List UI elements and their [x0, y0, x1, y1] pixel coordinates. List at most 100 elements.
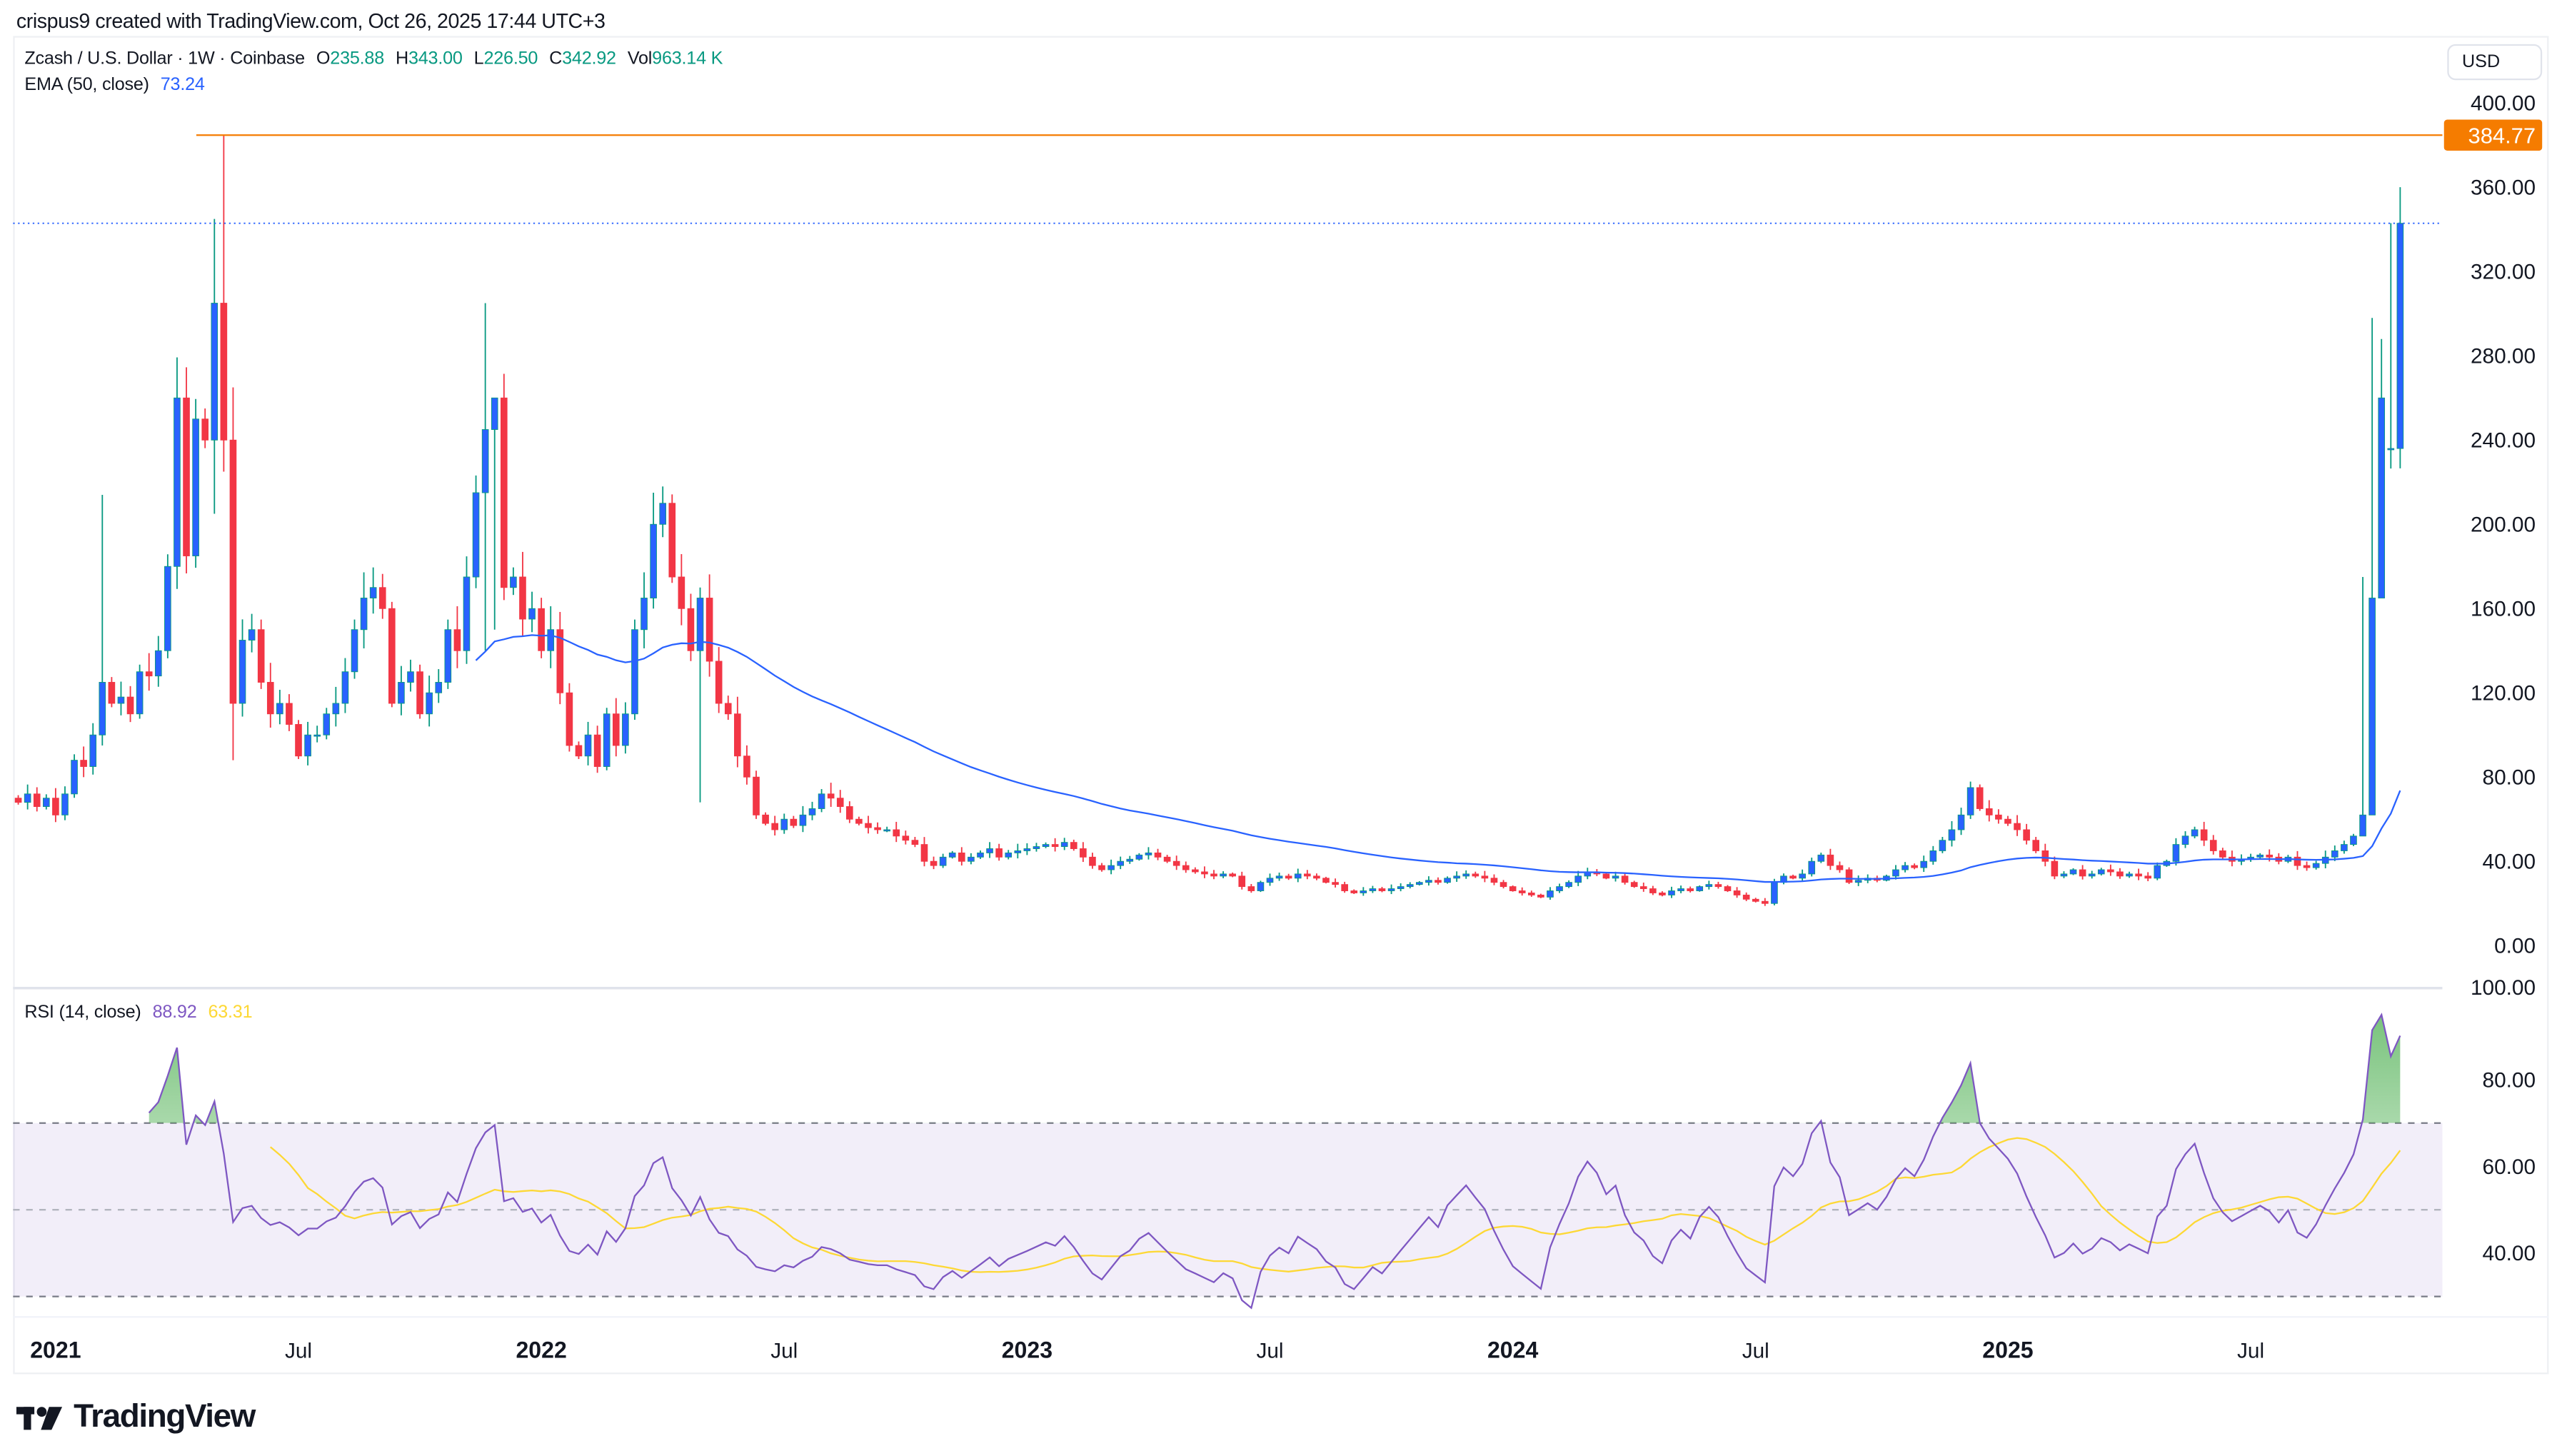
tradingview-logo[interactable]: TradingView [16, 1398, 256, 1437]
candle-body [1677, 888, 1684, 891]
candle-body [1499, 882, 1507, 888]
candle-body [836, 798, 844, 807]
candle-body [1762, 900, 1769, 904]
candle-body [1201, 871, 1208, 875]
candle-body [1705, 884, 1713, 888]
rsi-tick-label: 40.00 [2483, 1242, 2536, 1265]
candle-body [1995, 814, 2002, 820]
candle-body [874, 827, 881, 830]
candle-body [117, 696, 125, 704]
candle-body [89, 734, 97, 767]
candle-body [1107, 865, 1115, 870]
candle-body [556, 629, 564, 693]
rsi-tick-label: 80.00 [2483, 1068, 2536, 1092]
candle-body [519, 576, 526, 620]
time-axis-label: Jul [2237, 1340, 2264, 1363]
time-axis-label: Jul [1256, 1340, 1283, 1363]
candle-body [2368, 598, 2376, 815]
candle-body [33, 793, 41, 807]
candle-body [1070, 842, 1077, 849]
overlay-lines-group [13, 134, 2443, 1310]
candle-body [99, 682, 106, 735]
ema-legend[interactable]: EMA (50, close) 73.24 [24, 75, 211, 94]
candle-body [2359, 814, 2366, 837]
candle-body [1957, 814, 1965, 830]
volume-value: 963.14 K [652, 49, 723, 69]
candle-body [2097, 869, 2105, 875]
candle-body [1098, 865, 1105, 870]
candle-body [1275, 875, 1283, 879]
candle-body [1341, 884, 1348, 891]
candle-body [24, 793, 31, 803]
candle-body [2256, 854, 2264, 858]
symbol-title[interactable]: Zcash / U.S. Dollar · 1W · Coinbase [24, 49, 305, 69]
price-tick-label: 120.00 [2471, 682, 2536, 706]
candle-body [2303, 865, 2311, 868]
candle-body [43, 798, 50, 807]
candle-body [1172, 860, 1180, 866]
candle-body [818, 793, 825, 809]
candle-body [2069, 869, 2077, 875]
candle-body [313, 734, 321, 737]
candle-body [920, 844, 928, 862]
candle-body [407, 671, 414, 683]
candle-body [398, 682, 405, 704]
candle-body [154, 650, 162, 677]
rsi-legend[interactable]: RSI (14, close) 88.92 63.31 [24, 1003, 258, 1022]
candle-body [893, 829, 900, 837]
candle-body [1425, 880, 1432, 883]
candle-body [1369, 888, 1377, 891]
price-tick-label: 200.00 [2471, 513, 2536, 537]
candle-body [1789, 875, 1797, 879]
candle-body [986, 848, 993, 853]
candle-body [1042, 844, 1050, 848]
candle-body [2387, 448, 2395, 451]
candle-body [1406, 884, 1414, 888]
candle-body [1621, 875, 1629, 883]
candle-body [1966, 787, 1974, 815]
candle-body [341, 671, 349, 704]
candle-body [1771, 882, 1778, 904]
price-tick-label: 40.00 [2483, 850, 2536, 874]
price-marker-badge [2443, 119, 2543, 151]
candle-body [2294, 856, 2301, 866]
tradingview-logo-text: TradingView [74, 1398, 256, 1435]
candle-body [753, 776, 760, 815]
candle-body [1808, 860, 1816, 875]
price-tick-label: 160.00 [2471, 598, 2536, 621]
candle-body [2396, 223, 2404, 449]
candle-body [276, 703, 283, 715]
candle-body [1192, 869, 1199, 873]
candle-body [771, 823, 778, 830]
candle-body [2172, 844, 2180, 862]
candle-body [1742, 894, 1750, 900]
candle-body [1257, 882, 1265, 891]
candle-body [1518, 890, 1526, 893]
candle-body [790, 818, 798, 826]
candle-body [1630, 882, 1638, 888]
candle-body [1023, 848, 1031, 851]
candle-body [1687, 888, 1694, 891]
candle-body [865, 823, 872, 828]
chart-panel[interactable] [13, 36, 2549, 1375]
candle-body [2266, 854, 2274, 858]
time-axis-label: 2023 [1002, 1337, 1053, 1363]
candle-body [2378, 397, 2386, 598]
candle-body [1126, 858, 1134, 862]
candle-body [1537, 894, 1544, 898]
candle-body [1397, 886, 1405, 890]
candle-body [902, 835, 910, 841]
candle-body [1602, 873, 1610, 879]
candle-body [1920, 860, 1928, 868]
candle-body [238, 640, 246, 704]
rsi-tick-label: 60.00 [2483, 1155, 2536, 1179]
candle-body [360, 598, 368, 631]
candle-body [1639, 886, 1647, 890]
candle-body [1435, 880, 1442, 883]
candle-body [323, 713, 331, 735]
currency-button[interactable]: USD [2447, 44, 2543, 81]
symbol-legend: Zcash / U.S. Dollar · 1W · Coinbase O235… [24, 49, 729, 69]
candle-body [575, 745, 583, 757]
candle-body [2191, 829, 2199, 837]
